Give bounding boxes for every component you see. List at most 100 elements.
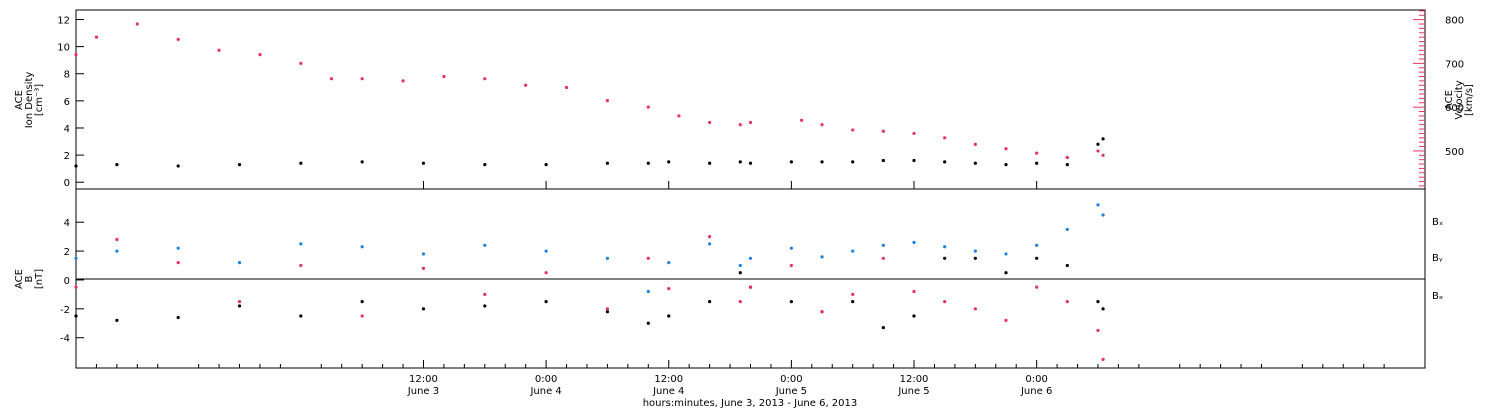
data-point [176, 164, 180, 168]
data-point [1004, 162, 1008, 167]
density-tick-label: 12 [57, 15, 70, 26]
data-point [912, 131, 916, 136]
data-point [912, 289, 916, 294]
data-point [943, 136, 947, 140]
velocity-tick-label: 800 [1445, 16, 1464, 27]
data-point [544, 299, 548, 304]
data-point [738, 263, 742, 268]
data-point [115, 249, 119, 253]
data-point [94, 35, 99, 39]
data-point [708, 235, 712, 239]
velocity-tick-label: 700 [1445, 59, 1464, 70]
top-panel-plot [74, 22, 1105, 168]
data-point [912, 314, 916, 318]
data-point [646, 161, 650, 165]
data-point [748, 285, 753, 289]
data-point [738, 160, 742, 164]
data-point [544, 249, 548, 253]
density-tick-label: 10 [57, 43, 70, 54]
data-point [299, 61, 303, 65]
data-point [1004, 318, 1008, 322]
data-point [176, 315, 180, 320]
data-point [237, 162, 242, 167]
b-tick-label: 2 [64, 247, 70, 258]
x-tick-time: 12:00 [409, 374, 438, 385]
data-point [176, 37, 180, 41]
data-point [1096, 149, 1100, 153]
x-tick-date: June 3 [407, 386, 439, 397]
data-point [973, 142, 977, 146]
density-tick-label: 0 [64, 178, 70, 189]
data-point [544, 162, 548, 167]
x-tick-time: 12:00 [654, 374, 683, 385]
data-point [360, 77, 364, 81]
data-point [1101, 213, 1105, 217]
data-point [115, 162, 119, 167]
data-point [299, 242, 303, 246]
data-point [74, 164, 78, 168]
data-point [1035, 151, 1039, 155]
data-point [738, 271, 742, 275]
data-point [789, 246, 793, 250]
data-point [943, 160, 947, 164]
data-point [943, 245, 947, 249]
ion-density-axis-title: ACEIon Density[cm⁻³] [14, 72, 45, 129]
data-point [820, 160, 824, 164]
data-point [360, 314, 364, 318]
x-tick-time: 0:00 [780, 374, 802, 385]
data-point [851, 128, 855, 132]
data-point [748, 120, 753, 125]
x-tick-date: June 6 [1020, 386, 1052, 397]
data-point [1101, 137, 1105, 141]
data-point [421, 252, 426, 256]
data-point [881, 325, 885, 330]
x-tick-date: June 4 [529, 386, 561, 397]
data-point [217, 48, 221, 52]
data-point [667, 314, 671, 318]
density-tick-label: 4 [64, 124, 70, 135]
data-point [1101, 357, 1105, 361]
x-tick-date: June 5 [775, 386, 807, 397]
data-point [1004, 252, 1008, 256]
data-point [943, 256, 947, 260]
data-point [360, 299, 364, 304]
data-point [667, 160, 671, 164]
data-point [1096, 203, 1100, 207]
data-point [881, 158, 885, 163]
data-point [820, 255, 824, 259]
data-point [483, 162, 487, 167]
data-point [1065, 299, 1069, 304]
data-point [299, 263, 303, 268]
data-point [912, 240, 916, 245]
legend-bx: Bₓ [1432, 217, 1443, 228]
data-point [738, 299, 742, 304]
data-point [1096, 299, 1100, 304]
data-point [943, 299, 947, 304]
data-point [789, 160, 793, 164]
legend-bz: Bₔ [1432, 291, 1443, 302]
x-tick-date: June 5 [897, 386, 929, 397]
data-point [544, 271, 548, 275]
b-tick-label: -2 [60, 305, 70, 316]
data-point [973, 307, 977, 311]
data-point [851, 249, 855, 253]
data-point [74, 53, 78, 57]
b-tick-label: 4 [64, 218, 70, 229]
data-point [1065, 162, 1069, 167]
data-point [115, 237, 119, 242]
data-point [748, 161, 753, 165]
data-point [820, 310, 824, 314]
data-point [881, 256, 885, 260]
data-point [973, 249, 977, 253]
data-point [605, 161, 610, 165]
data-point [299, 314, 303, 318]
data-point [748, 256, 753, 260]
data-point [135, 22, 139, 26]
data-point [646, 105, 650, 109]
density-tick-label: 8 [64, 70, 70, 81]
bottom-panel-plot [74, 203, 1105, 361]
data-point [360, 245, 364, 249]
velocity-axis-title: ACEVelocity[km/s] [1444, 80, 1475, 119]
data-point [1004, 271, 1008, 275]
